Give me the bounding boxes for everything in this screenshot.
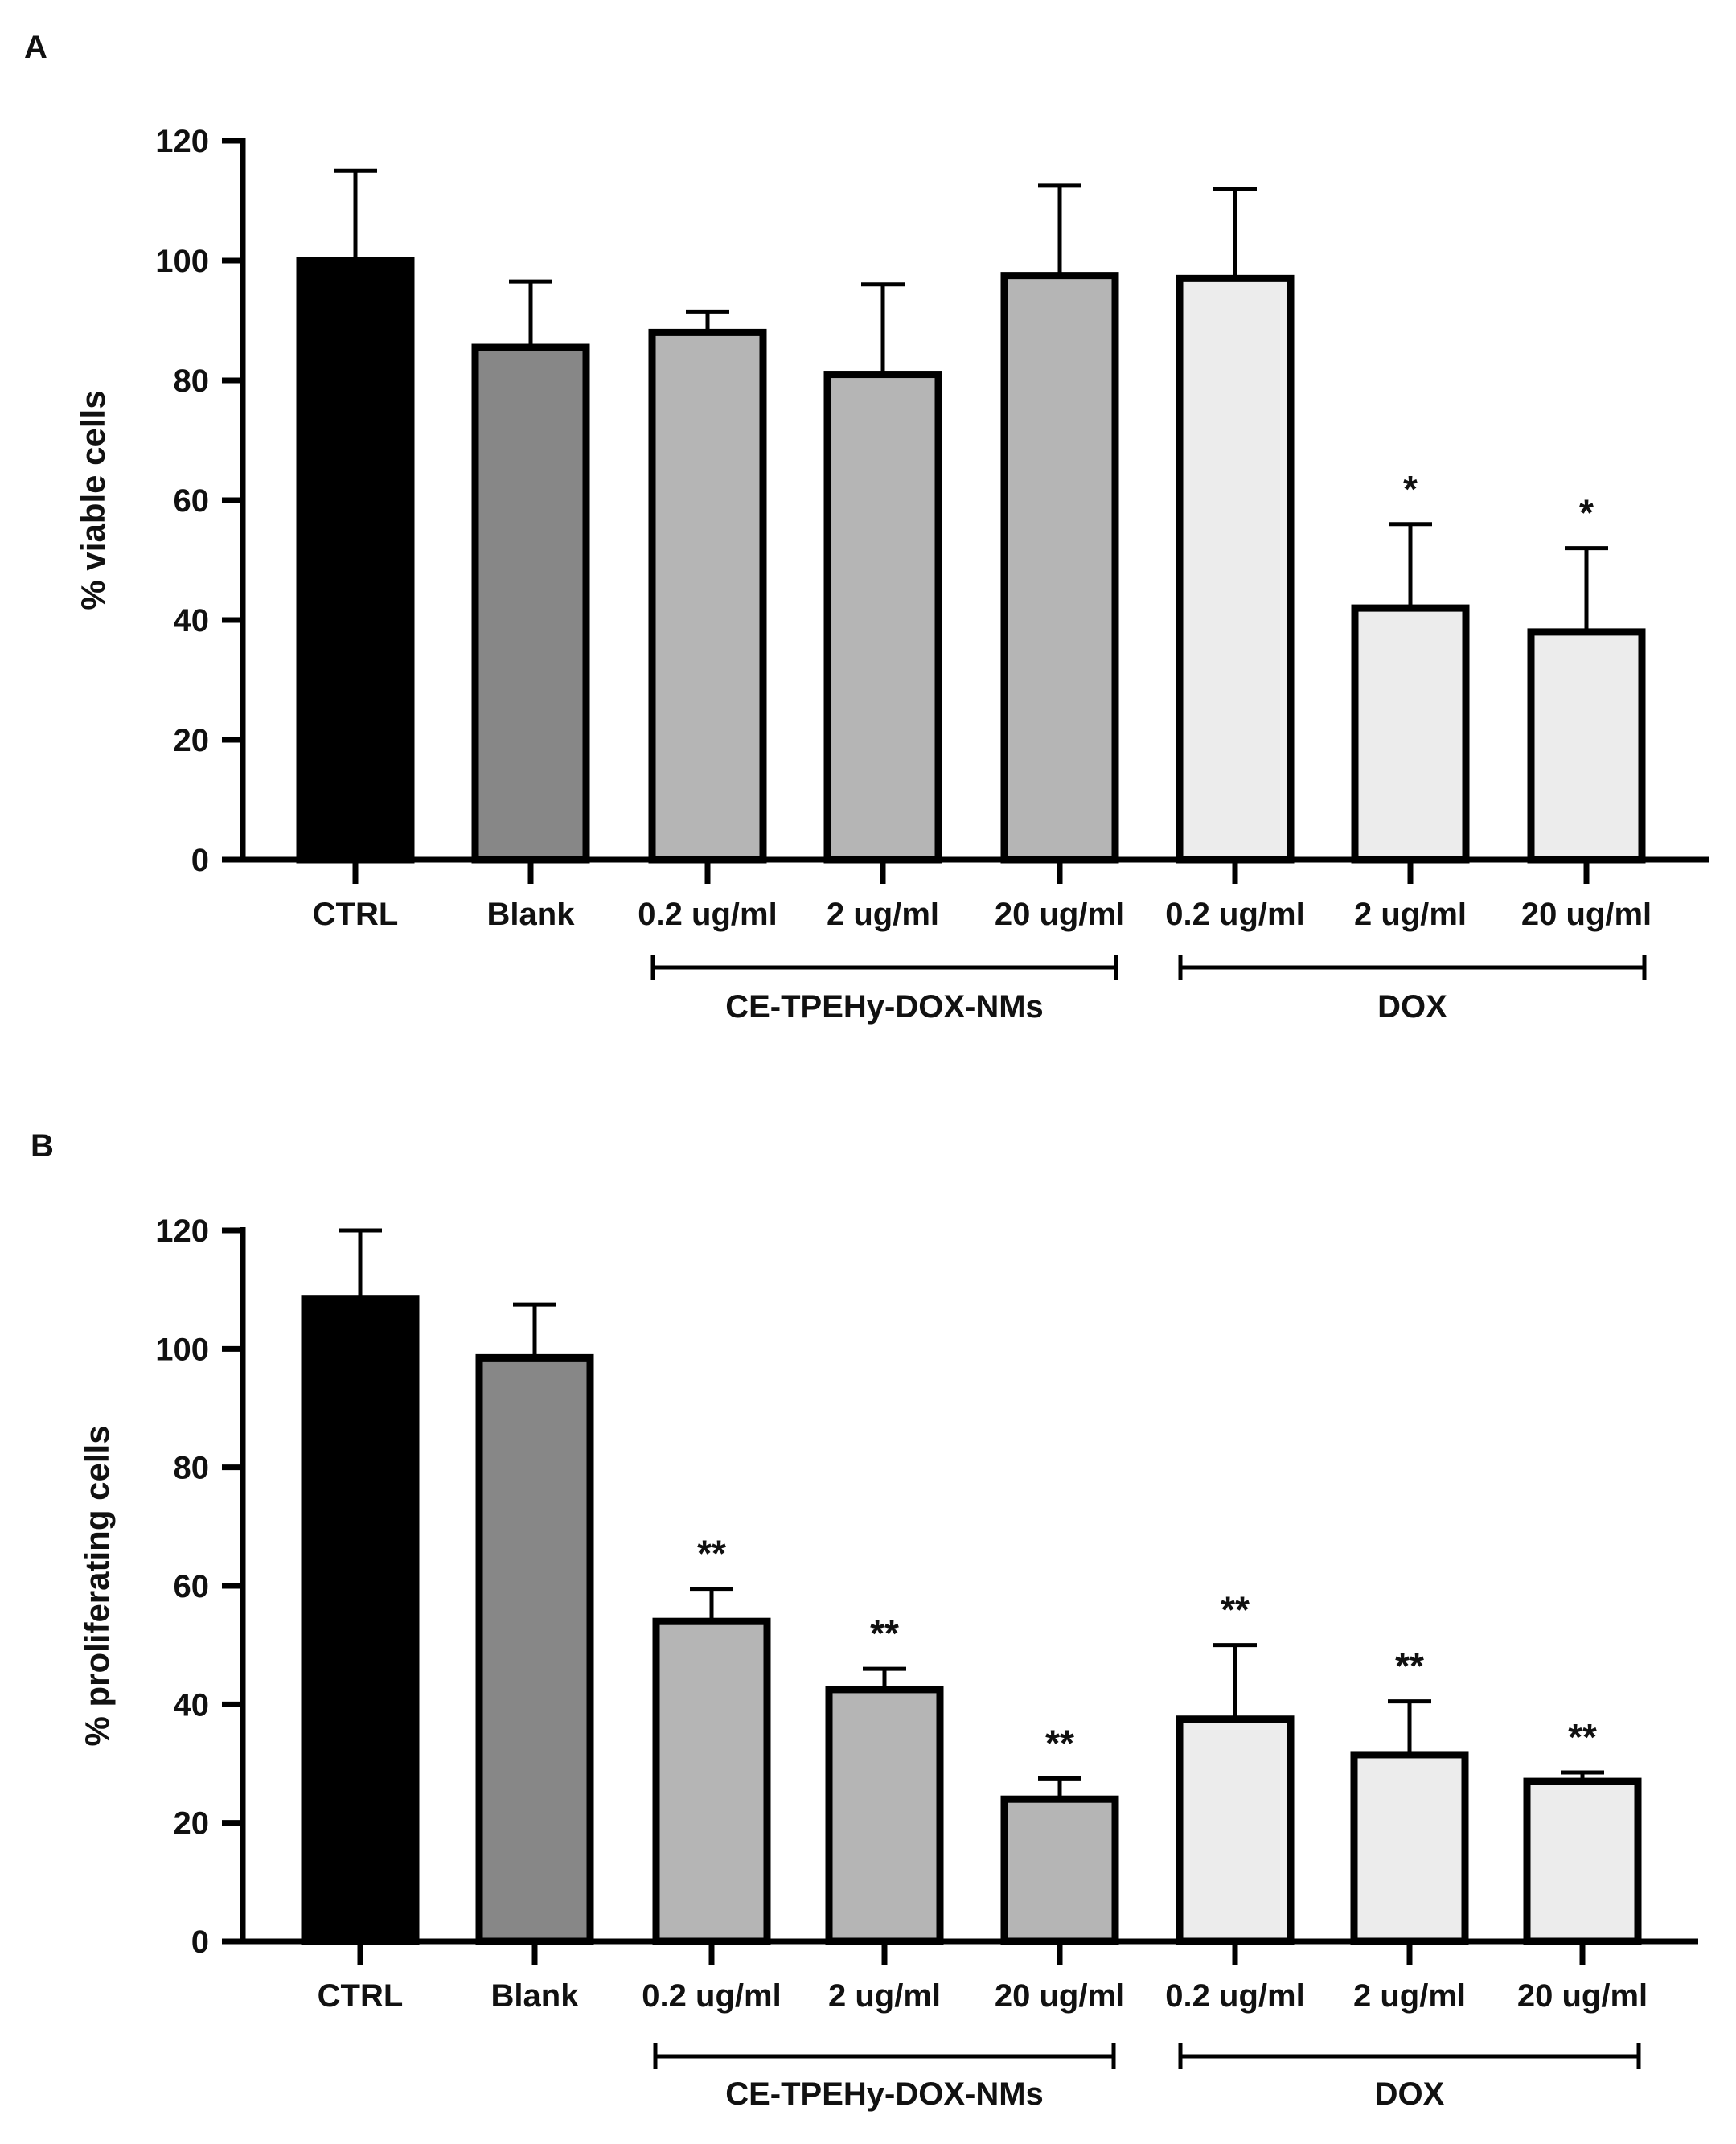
y-tick-label: 100 — [155, 244, 209, 279]
x-tick-label: 20 ug/ml — [1517, 1978, 1648, 2014]
chart-panel-a: A % viable cells CTRL Blank 0.2 ug/ml 2 ug/ml… — [24, 30, 1709, 1025]
bar — [1176, 1715, 1295, 1945]
significance-label: ** — [1221, 1589, 1250, 1631]
bar — [471, 343, 590, 864]
x-tick-label: 2 ug/ml — [1353, 1978, 1466, 2014]
x-tick-label: 20 ug/ml — [1521, 897, 1652, 932]
significance-label: ** — [1045, 1722, 1074, 1764]
chart-panel-b: B % proliferating cells CTRL Blank ** 0.2 ug/… — [31, 1128, 1698, 2112]
y-tick-label: 40 — [174, 1687, 210, 1723]
y-tick-label: 0 — [191, 1924, 209, 1960]
x-tick-label: 2 ug/ml — [828, 1978, 941, 2014]
bar — [1000, 272, 1119, 864]
x-tick-label: 20 ug/ml — [995, 897, 1125, 932]
x-tick-label: 2 ug/ml — [827, 897, 939, 932]
significance-label: ** — [870, 1612, 899, 1654]
x-tick-label: Blank — [487, 897, 576, 932]
x-tick-label: 0.2 ug/ml — [1165, 897, 1304, 932]
y-axis-title: % viable cells — [74, 390, 112, 610]
x-tick-label: 0.2 ug/ml — [1165, 1978, 1304, 2014]
panel-label: A — [24, 30, 47, 65]
x-tick-label: 2 ug/ml — [1354, 897, 1467, 932]
y-tick-label: 20 — [174, 723, 210, 758]
group-label: DOX — [1377, 989, 1447, 1025]
significance-label: * — [1403, 468, 1418, 510]
bar — [1350, 1751, 1469, 1945]
x-tick-label: Blank — [491, 1978, 580, 2014]
significance-label: ** — [1568, 1716, 1597, 1758]
bar — [825, 1686, 944, 1945]
y-axis-title: % proliferating cells — [78, 1425, 116, 1746]
bar — [648, 328, 767, 864]
x-tick-label: 0.2 ug/ml — [642, 1978, 781, 2014]
y-tick-label: 0 — [191, 843, 209, 878]
y-tick-label: 100 — [155, 1332, 209, 1367]
y-tick-label: 60 — [174, 1569, 210, 1604]
y-tick-label: 40 — [174, 603, 210, 639]
bar — [1351, 604, 1470, 864]
group-label: CE-TPEHy-DOX-NMs — [725, 2076, 1044, 2112]
y-tick-label: 80 — [174, 363, 210, 399]
x-tick-label: 0.2 ug/ml — [638, 897, 777, 932]
group-label: DOX — [1375, 2076, 1445, 2112]
bar — [1176, 274, 1295, 864]
y-tick-label: 120 — [155, 124, 209, 159]
bar — [301, 1295, 420, 1945]
bar — [1523, 1777, 1642, 1945]
bar — [475, 1353, 594, 1945]
significance-label: * — [1579, 492, 1594, 534]
y-tick-label: 120 — [155, 1214, 209, 1249]
y-tick-label: 20 — [174, 1806, 210, 1842]
bar — [652, 1617, 771, 1945]
bar — [1000, 1795, 1119, 1945]
group-label: CE-TPEHy-DOX-NMs — [725, 989, 1044, 1025]
bar — [296, 257, 415, 864]
y-tick-label: 80 — [174, 1451, 210, 1486]
significance-label: ** — [697, 1533, 726, 1575]
panel-label: B — [31, 1128, 54, 1164]
significance-label: ** — [1395, 1645, 1424, 1687]
x-tick-label: 20 ug/ml — [995, 1978, 1125, 2014]
x-tick-label: CTRL — [313, 897, 399, 932]
bar — [823, 371, 942, 864]
x-tick-label: CTRL — [318, 1978, 404, 2014]
bar — [1527, 628, 1646, 864]
y-tick-label: 60 — [174, 483, 210, 519]
